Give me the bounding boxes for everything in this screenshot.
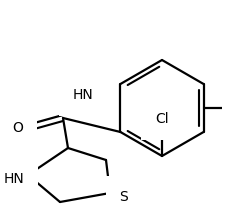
Text: S: S (120, 190, 128, 204)
Text: Cl: Cl (155, 112, 169, 126)
Text: HN: HN (4, 172, 24, 186)
Text: HN: HN (73, 88, 93, 102)
Text: O: O (13, 121, 23, 135)
